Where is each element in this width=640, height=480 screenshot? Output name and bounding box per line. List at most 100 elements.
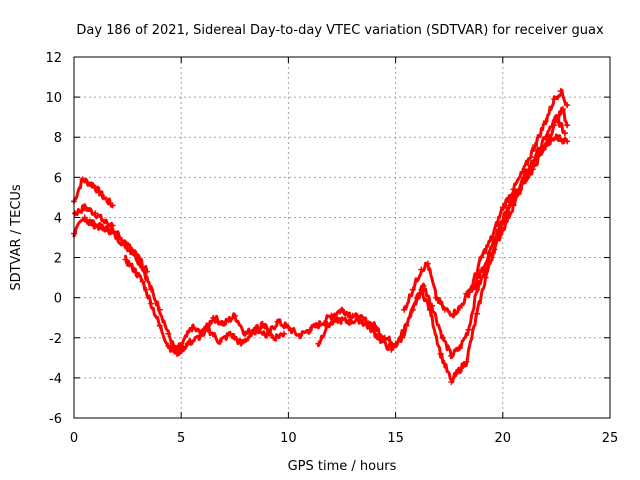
data-point [92,210,99,217]
x-tick-label: 20 [495,431,512,446]
data-point [424,260,431,267]
data-point [371,322,378,329]
series-line [464,106,569,296]
data-point [465,326,472,333]
data-point [195,334,202,341]
data-point [227,330,234,337]
data-point [113,230,120,237]
data-point [101,218,108,225]
data-point [203,324,210,331]
data-point [165,330,172,337]
data-point [323,322,330,329]
data-point [529,166,536,173]
data-point [418,286,425,293]
data-point [221,320,228,327]
data-point [79,176,86,183]
data-point [339,306,345,313]
data-point [531,142,538,149]
data-point [349,312,356,319]
data-point [510,186,517,193]
data-point [486,250,493,257]
data-point [317,320,324,327]
data-point [274,318,281,325]
data-point [495,226,502,233]
data-point [542,118,549,125]
data-point [401,306,408,313]
data-point [471,282,478,289]
data-point [506,202,513,209]
data-point [131,266,138,273]
data-point [418,266,425,273]
data-point [409,286,416,293]
data-point [101,194,108,201]
data-point [173,350,180,357]
x-tick-label: 5 [177,431,185,446]
data-point [491,246,498,253]
data-point [499,204,506,211]
y-tick-label: -4 [49,372,62,387]
x-tick-label: 10 [280,431,297,446]
data-point [139,278,146,285]
data-point [433,294,440,301]
y-tick-label: 6 [54,171,62,186]
data-point [478,266,485,273]
data-point [489,234,496,241]
data-point [156,322,163,329]
data-point [564,138,571,145]
data-point [559,106,566,113]
data-point [122,256,129,263]
data-point [542,134,549,141]
y-tick-label: 0 [54,292,62,307]
data-point [259,320,266,327]
data-point [334,316,341,323]
data-point [437,350,444,357]
series-line [72,113,567,360]
y-tick-label: 8 [54,131,62,146]
data-point [148,300,155,307]
data-point [315,340,322,347]
y-tick-label: 4 [54,211,62,226]
data-point [72,210,79,217]
data-point [521,166,528,173]
data-point [553,134,560,141]
data-point [281,330,288,337]
chart-title: Day 186 of 2021, Sidereal Day-to-day VTE… [76,23,604,38]
data-point [454,368,461,375]
series-layer [71,88,571,385]
x-tick-label: 15 [387,431,404,446]
y-tick-label: 10 [45,91,62,106]
y-tick-label: 12 [45,51,62,66]
grid [74,57,610,418]
data-point [306,326,313,333]
y-tick-label: -6 [49,412,62,427]
data-point [426,306,433,313]
data-point [540,146,547,153]
data-point [242,330,249,337]
data-point [90,182,97,189]
data-point [456,304,463,311]
y-axis-label: SDTVAR / TECUs [9,184,24,291]
y-tick-label: -2 [49,332,62,347]
data-point [296,332,303,339]
data-point [448,352,455,359]
data-point [564,122,571,129]
data-point [399,334,406,341]
ticks: 0 5 10 15 20 25 -6 -4 -2 0 2 4 6 8 10 12 [45,51,618,446]
data-point [551,96,558,103]
data-point [248,330,255,337]
data-point [81,214,88,221]
data-point [156,306,163,313]
data-point [551,122,558,129]
data-point [463,358,470,365]
data-point [516,186,523,193]
data-point [231,312,238,319]
data-point [148,286,155,293]
data-point [210,314,217,321]
data-point [285,324,292,331]
series-track-5 [122,254,288,357]
data-point [270,334,277,341]
data-point [81,204,88,211]
data-point [388,346,395,353]
series-line [316,133,569,384]
